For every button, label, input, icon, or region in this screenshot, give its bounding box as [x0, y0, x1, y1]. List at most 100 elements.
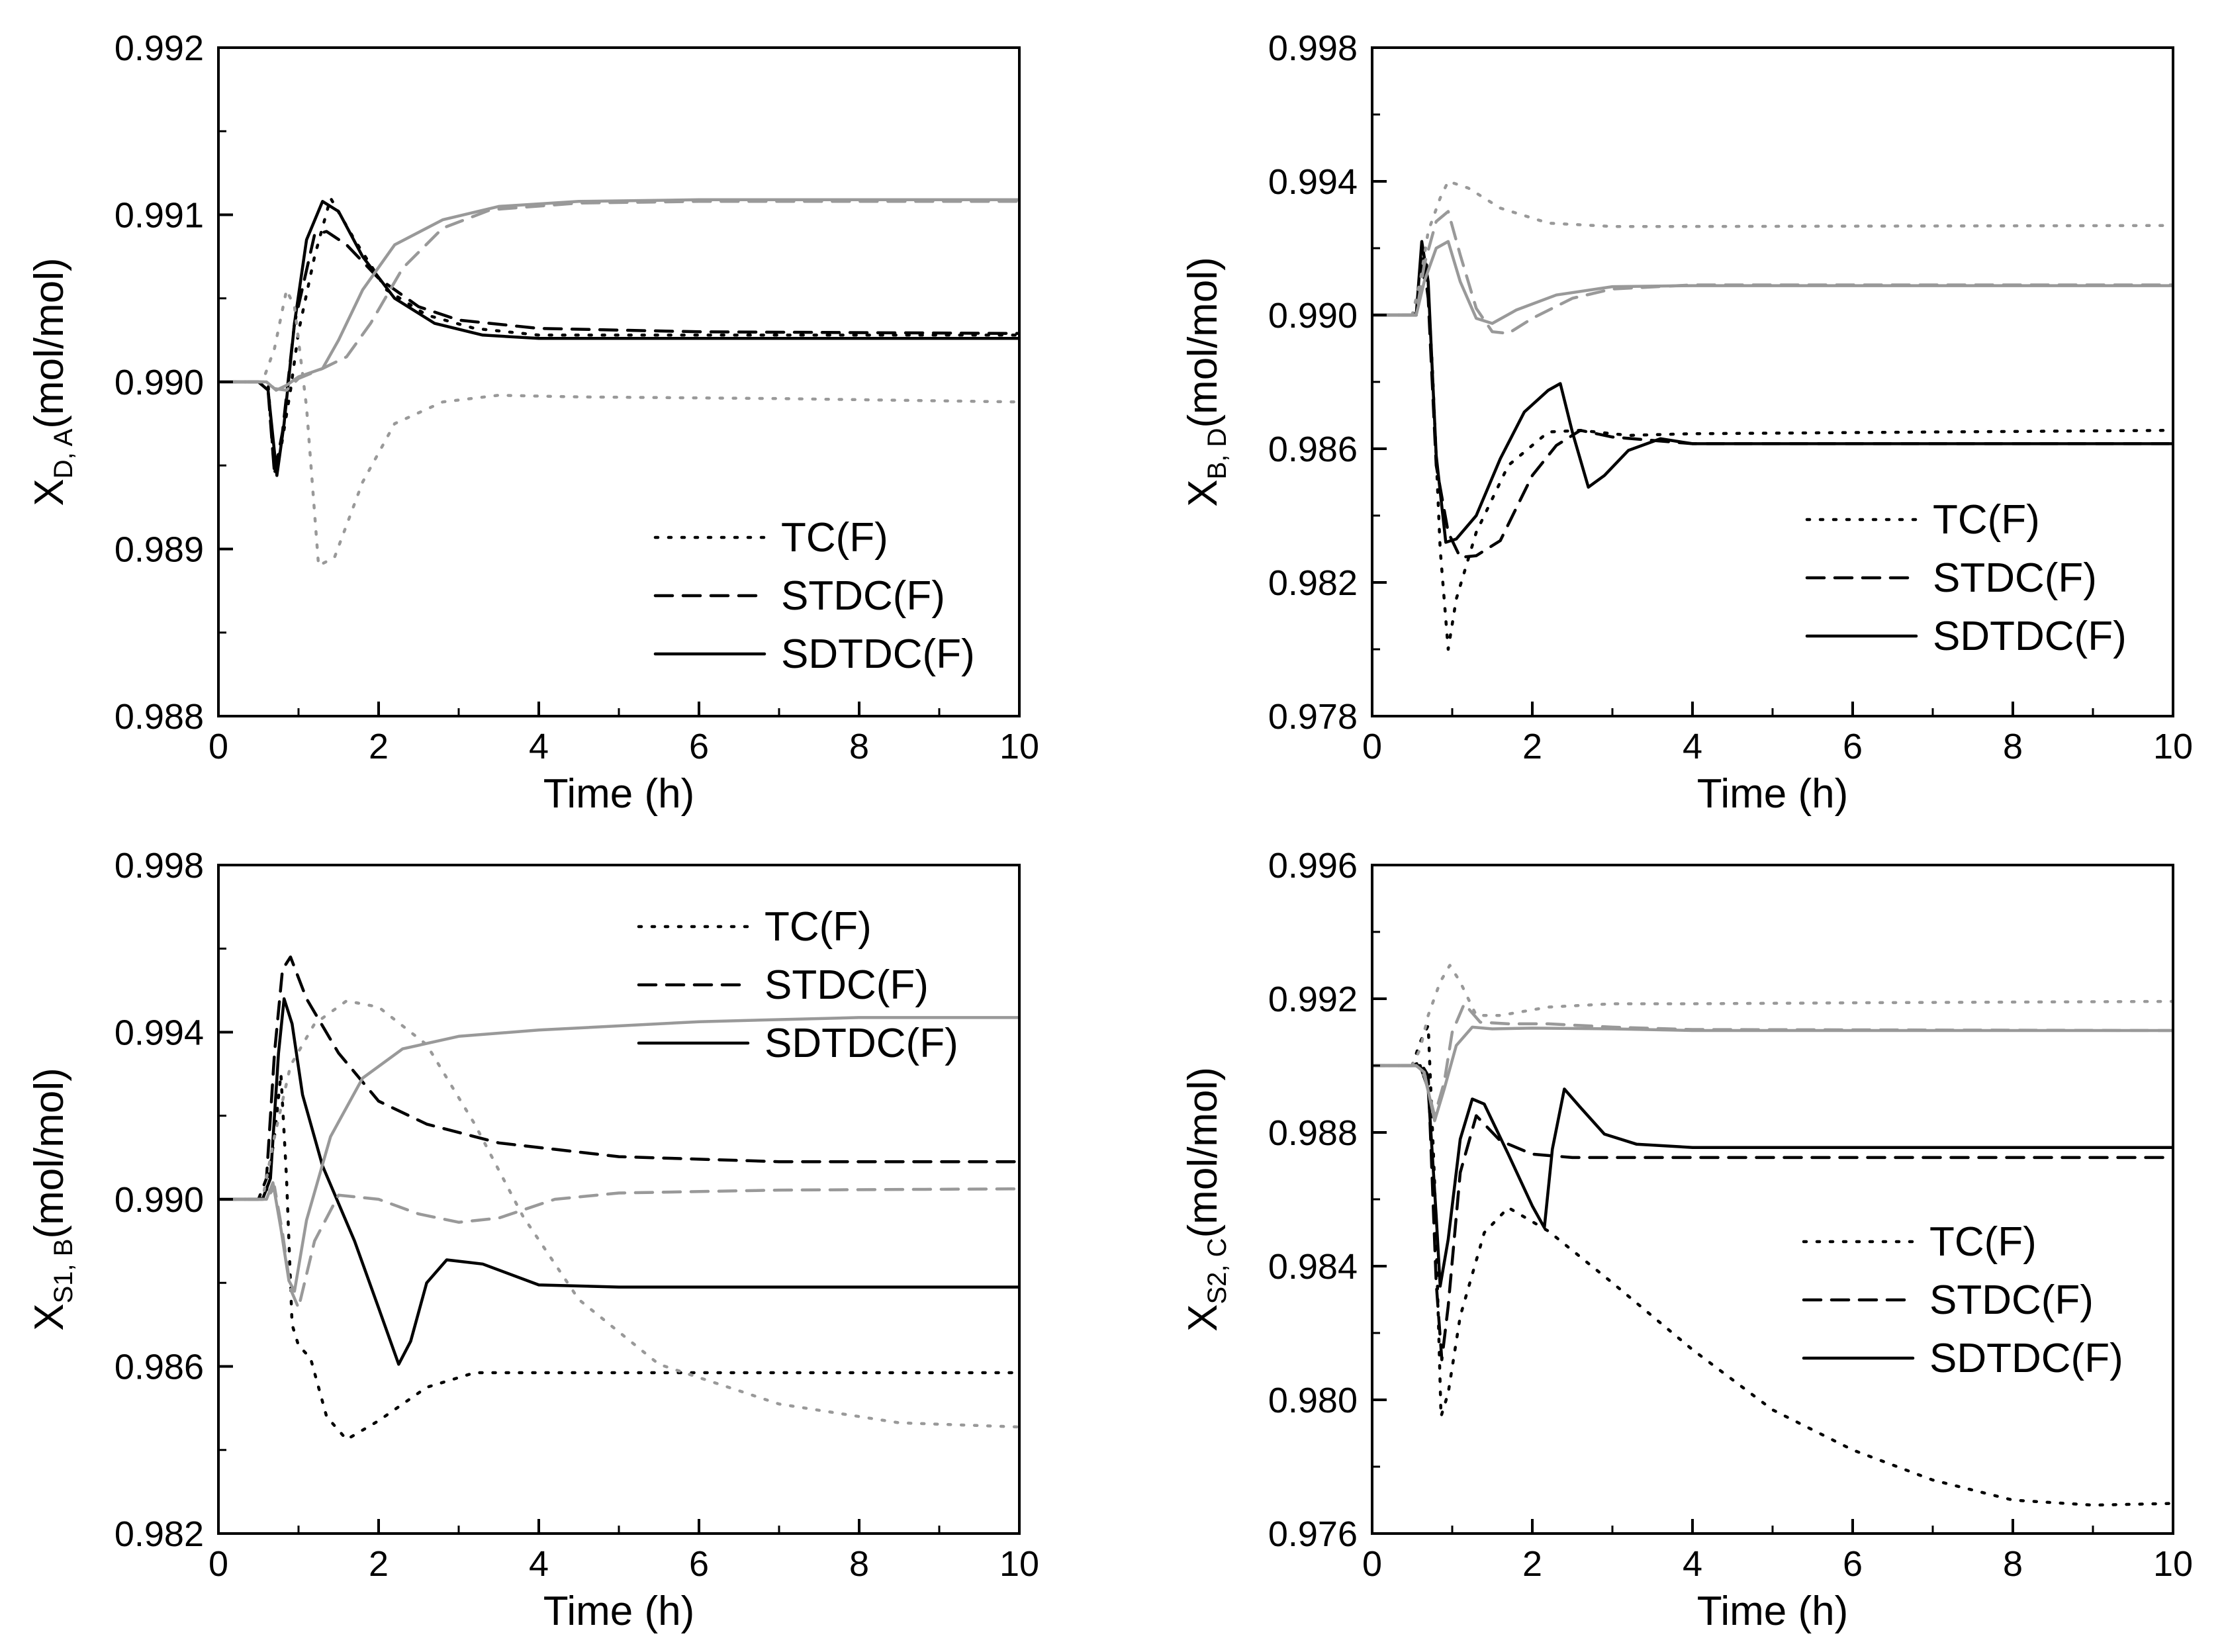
y-axis-title-unit: (mol/mol) — [1180, 257, 1226, 428]
y-tick-label: 0.996 — [1268, 846, 1358, 886]
y-axis-title-subscript: D, A — [49, 428, 78, 479]
x-axis-title: Time (h) — [543, 771, 694, 817]
x-tick-label: 0 — [208, 1544, 228, 1584]
y-tick-label: 0.982 — [115, 1514, 204, 1554]
x-axis-title: Time (h) — [1697, 1588, 1848, 1634]
y-tick-label: 0.991 — [115, 196, 204, 236]
series-line-stdc-f — [218, 230, 1019, 476]
y-axis-title-main: X — [26, 1303, 72, 1330]
y-axis-title-unit: (mol/mol) — [1180, 1067, 1226, 1238]
y-axis-title: XB, D(mol/mol) — [1180, 257, 1232, 506]
x-tick-label: 2 — [1522, 1544, 1542, 1584]
x-tick-label: 2 — [1522, 727, 1542, 766]
y-axis-title-subscript: B, D — [1203, 428, 1232, 480]
y-tick-label: 0.990 — [1268, 296, 1358, 336]
y-tick-label: 0.984 — [1268, 1247, 1358, 1287]
legend-label: SDTDC(F) — [764, 1021, 958, 1066]
series-line-sdtdc-f-gray — [218, 1016, 1019, 1293]
x-tick-label: 10 — [2153, 727, 2193, 766]
series-line-sdtdc-f-gray — [1372, 1025, 2173, 1123]
panel-bottom-left: 0 2 4 6 8 10 0.982 0.986 0.990 0.994 0.998 Time (h)… — [26, 846, 1039, 1634]
y-axis-title-subscript: S1, B — [49, 1239, 78, 1304]
legend: TC(F) STDC(F) SDTDC(F) — [637, 904, 958, 1066]
series-line-stdc-f — [218, 955, 1019, 1201]
series-line-sdtdc-f-gray — [1372, 240, 2173, 325]
y-tick-label: 0.989 — [115, 530, 204, 570]
y-axis-title-main: X — [1180, 479, 1226, 506]
legend: TC(F) STDC(F) SDTDC(F) — [653, 515, 975, 677]
y-axis-title-subscript: S2, C — [1203, 1238, 1232, 1304]
x-tick-label: 4 — [529, 727, 549, 766]
legend-label: STDC(F) — [764, 962, 929, 1008]
x-tick-label: 10 — [999, 727, 1039, 766]
y-tick-label: 0.990 — [115, 363, 204, 402]
x-tick-label: 4 — [529, 1544, 549, 1584]
x-tick-label: 0 — [1362, 727, 1382, 766]
y-tick-label: 0.990 — [115, 1180, 204, 1220]
x-tick-label: 8 — [849, 727, 869, 766]
y-axis-title: XD, A(mol/mol) — [26, 257, 78, 506]
y-axis-title: XS1, B(mol/mol) — [26, 1068, 78, 1331]
x-tick-label: 2 — [369, 727, 389, 766]
y-tick-label: 0.982 — [1268, 563, 1358, 603]
series-line-sdtdc-f — [218, 200, 1019, 477]
series-group — [1372, 964, 2173, 1507]
legend-label: STDC(F) — [1933, 555, 2097, 601]
series-group — [1372, 179, 2173, 651]
y-tick-label: 0.986 — [1268, 430, 1358, 469]
series-line-stdc-f — [1372, 1060, 2173, 1361]
legend-label: SDTDC(F) — [1933, 614, 2127, 659]
x-tick-label: 4 — [1683, 1544, 1702, 1584]
x-tick-label: 10 — [999, 1544, 1039, 1584]
x-tick-label: 4 — [1683, 727, 1702, 766]
y-tick-label: 0.992 — [1268, 980, 1358, 1019]
series-line-tc-f — [1372, 263, 2173, 651]
y-tick-label: 0.988 — [1268, 1113, 1358, 1153]
series-line-stdc-f-gray — [1372, 1002, 2173, 1117]
x-tick-label: 6 — [1843, 1544, 1863, 1584]
y-tick-label: 0.976 — [1268, 1514, 1358, 1554]
y-axis-title: XS2, C(mol/mol) — [1180, 1067, 1232, 1332]
series-line-tc-f-gray — [218, 999, 1019, 1429]
legend: TC(F) STDC(F) SDTDC(F) — [1802, 1219, 2123, 1381]
legend-label: TC(F) — [1933, 497, 2040, 543]
series-line-stdc-f-gray — [218, 200, 1019, 392]
series-line-sdtdc-f-gray — [218, 198, 1019, 392]
x-tick-label: 6 — [689, 727, 709, 766]
x-tick-label: 2 — [369, 1544, 389, 1584]
series-line-stdc-f-gray — [1372, 210, 2173, 336]
y-tick-label: 0.998 — [115, 846, 204, 886]
x-axis-title: Time (h) — [1697, 771, 1848, 817]
series-line-tc-f-gray — [218, 288, 1019, 567]
x-tick-label: 8 — [2003, 1544, 2023, 1584]
y-tick-label: 0.998 — [1268, 28, 1358, 68]
y-axis-title-main: X — [26, 479, 72, 506]
y-tick-label: 0.978 — [1268, 697, 1358, 737]
series-line-sdtdc-f — [218, 997, 1019, 1366]
series-line-sdtdc-f — [1372, 240, 2173, 544]
y-axis-title-unit: (mol/mol) — [26, 257, 72, 428]
legend: TC(F) STDC(F) SDTDC(F) — [1805, 497, 2127, 659]
y-tick-label: 0.986 — [115, 1348, 204, 1387]
x-tick-label: 6 — [689, 1544, 709, 1584]
x-tick-label: 10 — [2153, 1544, 2193, 1584]
series-line-tc-f — [218, 1072, 1019, 1442]
x-tick-label: 6 — [1843, 727, 1863, 766]
panel-top-left: 0 2 4 6 8 10 0.988 0.989 0.990 0.991 0.992 Time (h)… — [26, 28, 1039, 817]
x-tick-label: 8 — [849, 1544, 869, 1584]
legend-label: SDTDC(F) — [1929, 1336, 2123, 1381]
y-axis-title-main: X — [1180, 1305, 1226, 1332]
y-tick-label: 0.994 — [1268, 162, 1358, 202]
y-tick-label: 0.988 — [115, 697, 204, 737]
panel-bottom-right: 0 2 4 6 8 10 0.976 0.980 0.984 0.988 0.992 0.996 Tim… — [1180, 846, 2193, 1634]
x-axis-title: Time (h) — [543, 1588, 694, 1634]
panel-top-right: 0 2 4 6 8 10 0.978 0.982 0.986 0.990 0.994 0.998 Tim… — [1180, 28, 2193, 817]
x-tick-label: 0 — [1362, 1544, 1382, 1584]
y-tick-label: 0.980 — [1268, 1381, 1358, 1420]
series-line-stdc-f — [1372, 253, 2173, 559]
series-group — [218, 955, 1019, 1442]
legend-label: STDC(F) — [781, 573, 945, 619]
x-tick-label: 0 — [208, 727, 228, 766]
legend-label: STDC(F) — [1929, 1277, 2094, 1323]
